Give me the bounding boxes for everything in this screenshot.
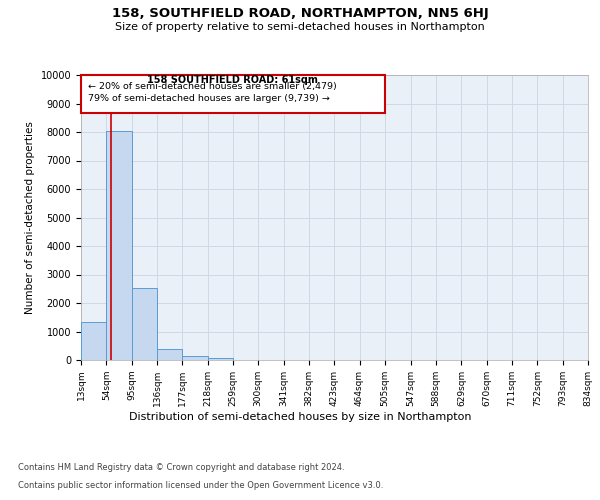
Bar (131, 288, 157, 360)
Bar (157, 349, 182, 360)
Bar (208, 358, 233, 360)
Bar (182, 356, 208, 360)
Text: Distribution of semi-detached houses by size in Northampton: Distribution of semi-detached houses by … (129, 412, 471, 422)
Text: 158 SOUTHFIELD ROAD: 61sqm: 158 SOUTHFIELD ROAD: 61sqm (148, 75, 319, 85)
Bar (81, 322, 106, 360)
Text: Size of property relative to semi-detached houses in Northampton: Size of property relative to semi-detach… (115, 22, 485, 32)
FancyBboxPatch shape (81, 75, 385, 112)
Text: Contains HM Land Registry data © Crown copyright and database right 2024.: Contains HM Land Registry data © Crown c… (18, 462, 344, 471)
Bar (106, 130, 131, 360)
Text: ← 20% of semi-detached houses are smaller (2,479): ← 20% of semi-detached houses are smalle… (88, 82, 337, 92)
Text: 158, SOUTHFIELD ROAD, NORTHAMPTON, NN5 6HJ: 158, SOUTHFIELD ROAD, NORTHAMPTON, NN5 6… (112, 8, 488, 20)
Y-axis label: Number of semi-detached properties: Number of semi-detached properties (25, 121, 35, 314)
Text: Contains public sector information licensed under the Open Government Licence v3: Contains public sector information licen… (18, 481, 383, 490)
Text: 79% of semi-detached houses are larger (9,739) →: 79% of semi-detached houses are larger (… (88, 94, 330, 104)
